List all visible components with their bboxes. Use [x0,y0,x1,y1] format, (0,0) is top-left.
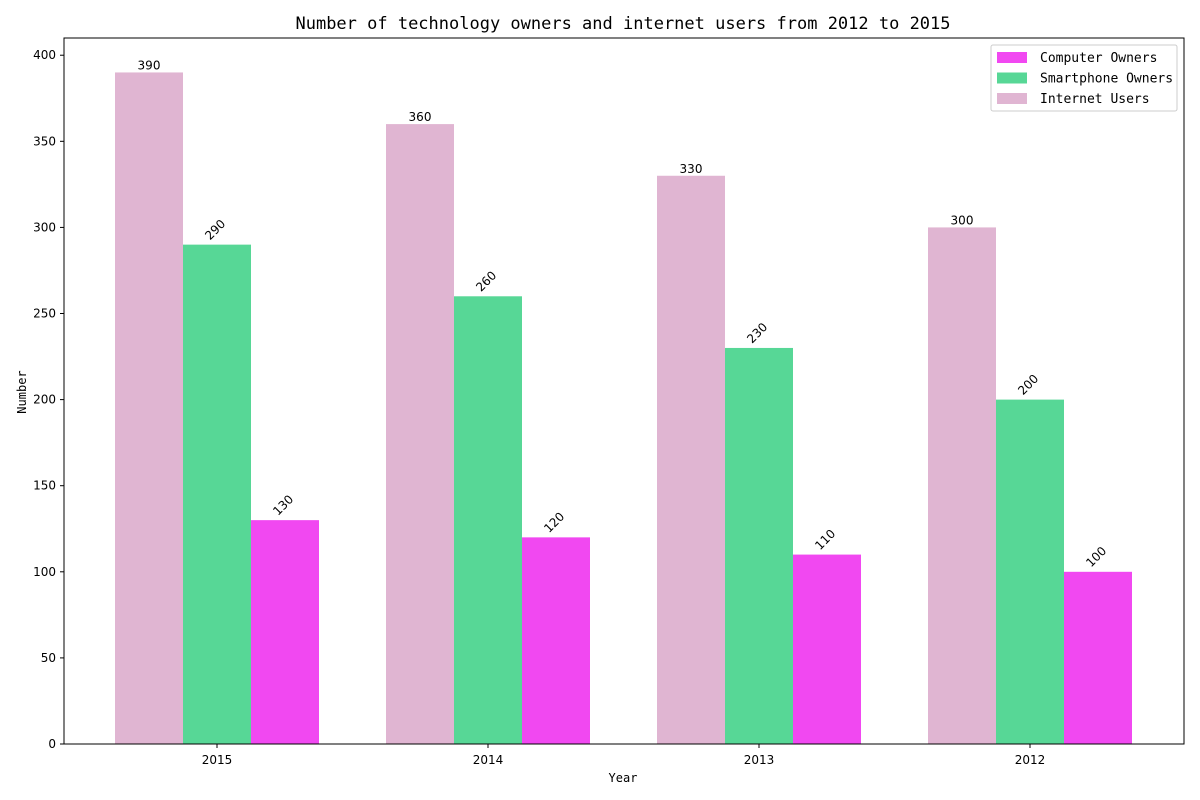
x-axis: 2015 2014 2013 2012 [202,744,1046,767]
bar-smartphone-owners-2012 [996,399,1064,744]
plot-frame [63,37,1185,745]
bar-internet-users-2012 [928,227,996,745]
x-tick-label: 2012 [1015,753,1046,767]
bar-smartphone-owners-2013 [725,347,793,744]
bar-computer-owners-2014 [522,537,590,744]
x-tick-label: 2014 [473,753,504,767]
y-tick-label: 0 [48,737,56,751]
y-tick-label: 150 [33,479,56,493]
legend: Computer Owners Smartphone Owners Internet… [990,44,1178,112]
y-tick-label: 300 [33,220,56,234]
bar-internet-users-2015 [115,72,183,744]
bar-smartphone-owners-2014 [454,296,522,744]
legend-label: Internet Users [1040,92,1150,107]
legend-swatch [997,52,1027,63]
data-label: 290 [202,217,228,243]
bar-smartphone-owners-2015 [183,244,251,744]
data-label: 100 [1083,544,1109,570]
x-tick-label: 2013 [744,753,775,767]
chart-title: Number of technology owners and internet… [295,14,950,34]
x-axis-label: Year [609,771,638,785]
data-label: 260 [473,268,499,294]
legend-label: Computer Owners [1040,51,1157,66]
y-tick-label: 350 [33,134,56,148]
data-label: 130 [270,492,296,518]
bar-internet-users-2014 [386,124,454,745]
legend-label: Smartphone Owners [1040,72,1173,87]
data-label: 120 [541,509,567,535]
bar-computer-owners-2015 [251,520,319,744]
x-tick-label: 2015 [202,753,233,767]
y-tick-label: 250 [33,307,56,321]
data-label: 110 [812,527,838,553]
y-tick-label: 50 [41,651,56,665]
data-label: 300 [951,213,974,227]
y-tick-label: 400 [33,48,56,62]
y-tick-label: 200 [33,393,56,407]
bar-computer-owners-2012 [1064,571,1132,744]
y-axis: 0 50 100 150 200 250 300 350 400 [33,48,64,751]
legend-box [990,44,1178,112]
data-label: 230 [744,320,770,346]
bar-internet-users-2013 [657,175,725,744]
legend-swatch [997,93,1027,104]
bar-computer-owners-2013 [793,554,861,744]
y-tick-label: 100 [33,565,56,579]
bars-group [115,72,1132,745]
data-label: 390 [138,58,161,72]
y-axis-label: Number [15,370,29,413]
data-label: 330 [680,162,703,176]
data-label: 360 [409,110,432,124]
data-label: 200 [1015,372,1041,398]
legend-swatch [997,72,1027,84]
